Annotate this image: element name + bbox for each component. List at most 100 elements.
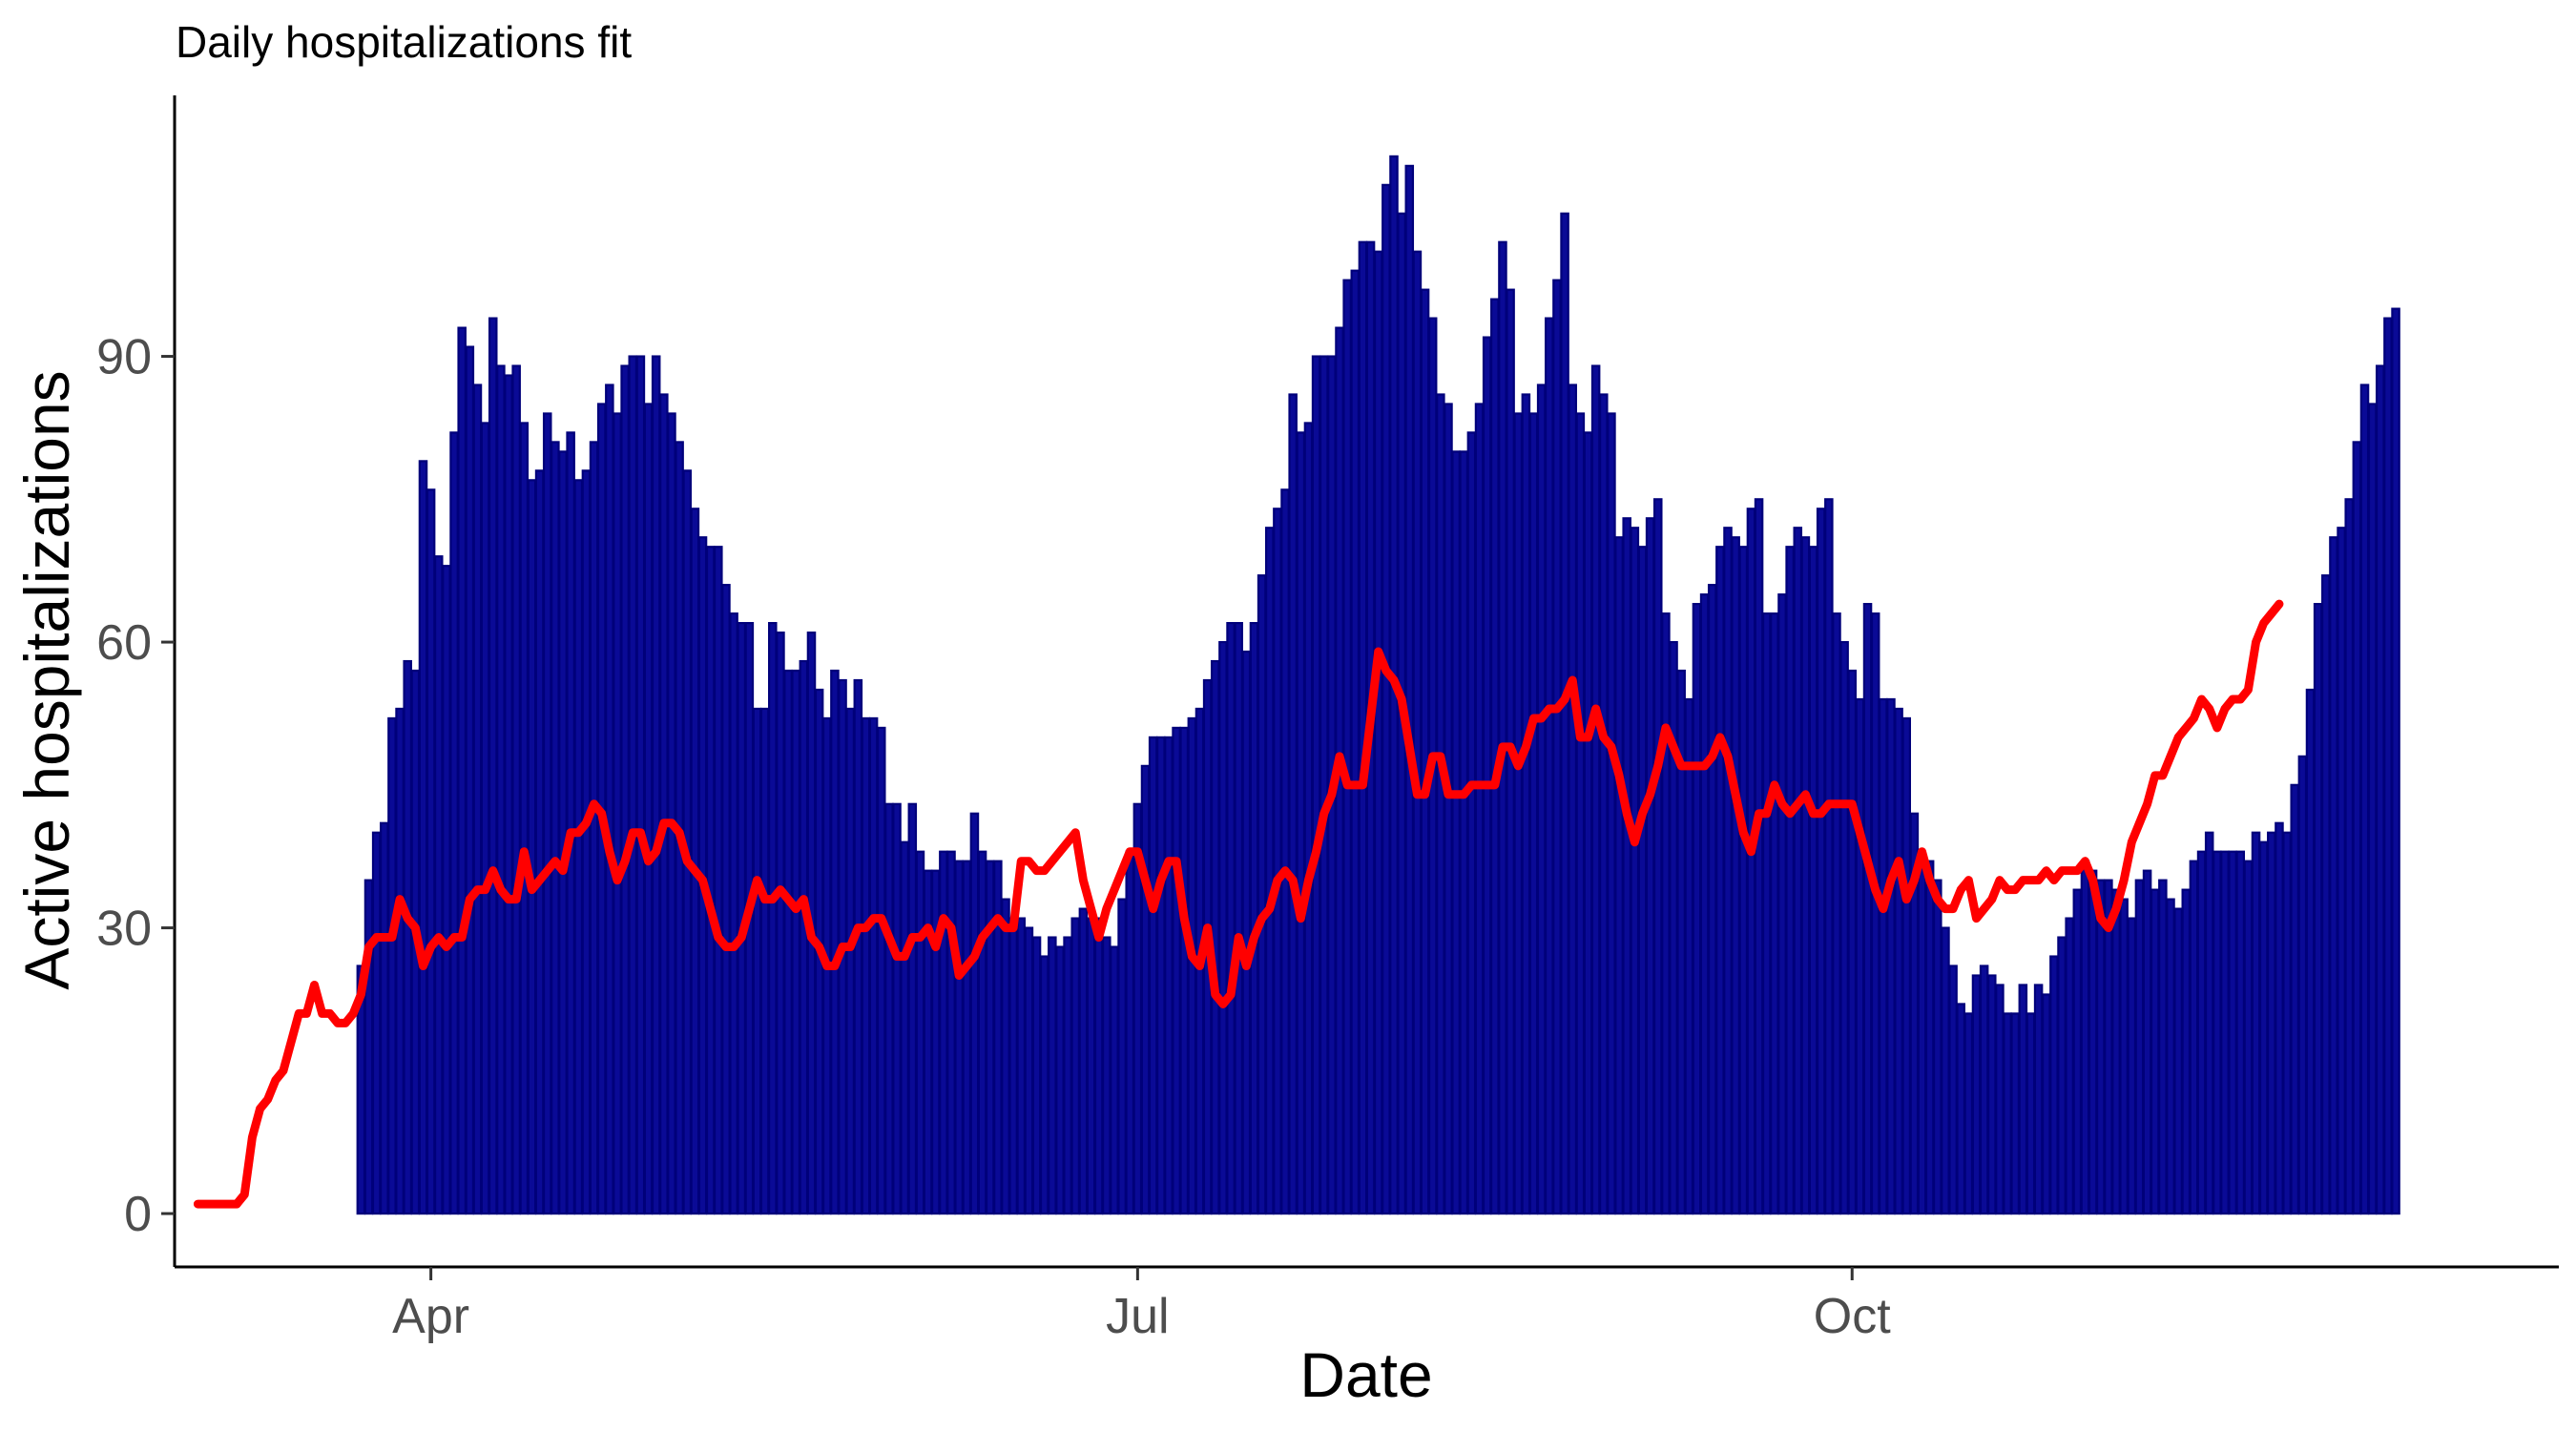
y-tick-label: 90 (96, 330, 152, 385)
bar (1941, 926, 1950, 1215)
bar (2376, 364, 2385, 1215)
bar (620, 364, 630, 1215)
bar (457, 326, 467, 1215)
bar (1086, 917, 1096, 1215)
bar (2258, 840, 2269, 1215)
bar (977, 850, 987, 1215)
bar (2010, 1012, 2020, 1215)
bar (1948, 964, 1958, 1215)
bar (1560, 212, 1569, 1215)
bar (504, 374, 513, 1215)
bar (2166, 898, 2175, 1215)
bar (1234, 621, 1243, 1215)
x-axis-title: Date (1299, 1339, 1432, 1410)
bar (1800, 536, 1811, 1215)
bar (705, 546, 716, 1215)
bar (1645, 517, 1655, 1215)
bar (1466, 431, 1477, 1215)
bar (799, 659, 809, 1215)
bar (643, 403, 654, 1215)
fit-line (193, 599, 2284, 1209)
bar (2111, 888, 2121, 1215)
bar (2173, 907, 2183, 1215)
bar (1078, 907, 1089, 1215)
bar (1917, 860, 1927, 1215)
bar (1630, 527, 1640, 1215)
bar (1607, 412, 1616, 1215)
bar (1055, 945, 1065, 1215)
bar (2235, 850, 2246, 1215)
bar (1862, 603, 1873, 1215)
bar (1241, 650, 1252, 1215)
bar (768, 621, 778, 1215)
bar (1839, 640, 1849, 1215)
bar (2391, 307, 2400, 1215)
bar (1110, 945, 1119, 1215)
bar (2095, 879, 2106, 1215)
bar (581, 469, 592, 1215)
bar (1288, 393, 1298, 1215)
chart-title: Daily hospitalizations fit (176, 17, 632, 67)
y-tick-label: 30 (96, 902, 152, 957)
bar (1031, 936, 1042, 1215)
bar (939, 850, 948, 1215)
bar (1637, 546, 1648, 1215)
bar (1575, 412, 1586, 1215)
bar (1886, 697, 1896, 1215)
y-tick-label: 60 (96, 615, 152, 671)
x-tick-label: Jul (1106, 1289, 1169, 1344)
bar (2282, 831, 2292, 1215)
bar (1723, 527, 1733, 1215)
bar (861, 716, 871, 1215)
bar (1342, 279, 1352, 1215)
bar (605, 384, 614, 1215)
bar (1350, 269, 1361, 1215)
bar (2367, 403, 2378, 1215)
bar (1614, 536, 1624, 1215)
bar (1770, 612, 1779, 1215)
bar (1093, 917, 1104, 1215)
bar (1824, 498, 1834, 1215)
bar (2352, 441, 2362, 1215)
bar (1894, 707, 1903, 1215)
bar (1373, 250, 1383, 1215)
bar (1777, 593, 1787, 1215)
bar (2080, 860, 2090, 1215)
bar (1692, 603, 1702, 1215)
y-axis-title: Active hospitalizations (11, 370, 82, 989)
bar (2297, 755, 2308, 1215)
bar (1498, 240, 1507, 1215)
y-tick-label: 0 (124, 1187, 152, 1242)
bar (1164, 736, 1174, 1215)
bar (589, 441, 599, 1215)
bar (426, 488, 436, 1215)
bar (946, 850, 956, 1215)
bar (1482, 336, 1492, 1215)
bar (1832, 612, 1841, 1215)
bar (969, 812, 980, 1215)
bar (1172, 726, 1181, 1215)
bar (449, 431, 459, 1215)
bar (2228, 850, 2237, 1215)
bar (1226, 621, 1236, 1215)
bar (2275, 821, 2284, 1215)
bar (395, 707, 405, 1215)
bar (2150, 888, 2160, 1215)
bar (1063, 936, 1072, 1215)
bar (1513, 412, 1523, 1215)
bar (659, 393, 669, 1215)
bar (1102, 936, 1111, 1215)
bar (1568, 384, 1577, 1215)
bar (558, 450, 568, 1215)
bar (752, 707, 762, 1215)
bar (985, 860, 995, 1215)
bar (418, 460, 428, 1215)
bar (1148, 736, 1158, 1215)
bar (1381, 183, 1391, 1215)
bar (1303, 422, 1314, 1215)
bar (1901, 716, 1911, 1215)
bar (2290, 783, 2300, 1215)
bar (1117, 898, 1127, 1215)
bar (1420, 288, 1430, 1215)
x-axis-ticks: Apr Jul Oct (392, 1267, 1891, 1344)
